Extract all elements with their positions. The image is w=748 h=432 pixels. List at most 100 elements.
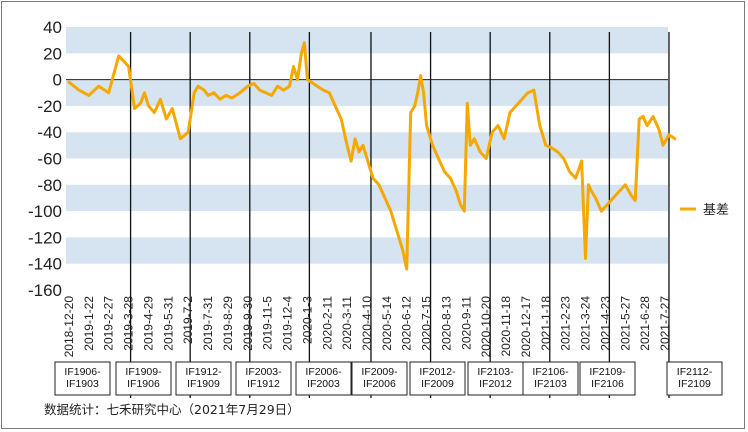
contract-box-label: IF2103 bbox=[534, 378, 567, 390]
y-tick-label: -40 bbox=[37, 123, 62, 142]
x-tick-label: 2021-7-27 bbox=[658, 296, 672, 351]
y-tick-label: 20 bbox=[43, 44, 62, 63]
contract-box-label: IF2012- bbox=[419, 366, 456, 378]
contract-box: IF2106-IF2103 bbox=[522, 361, 579, 396]
x-axis: 2018-12-20 2019-1-22 2019-2-27 2019-3-28 201… bbox=[62, 296, 672, 358]
x-tick-label: 2021-5-27 bbox=[618, 296, 632, 351]
contract-box: IF2109-IF2106 bbox=[579, 361, 636, 396]
contract-box: IF2103-IF2012 bbox=[467, 361, 524, 396]
contract-box-label: IF2103- bbox=[477, 366, 514, 378]
contract-box: IF2006-IF2003 bbox=[295, 361, 352, 396]
x-tick-label: 2020-5-14 bbox=[380, 296, 394, 351]
x-tick-label: 2019-3-28 bbox=[122, 296, 136, 351]
contract-box-border bbox=[666, 361, 723, 396]
x-tick-label: 2020-4-10 bbox=[360, 296, 374, 351]
x-tick-label: 2020-3-11 bbox=[340, 296, 354, 350]
x-tick-label: 2019-7-2 bbox=[181, 296, 195, 344]
contract-box-label: IF1903 bbox=[66, 378, 99, 390]
x-tick-label: 2019-4-29 bbox=[141, 296, 155, 351]
legend: 基差 bbox=[680, 203, 729, 218]
legend-label: 基差 bbox=[703, 203, 729, 218]
contract-box-border bbox=[409, 361, 466, 396]
x-tick-label: 2020-8-13 bbox=[439, 296, 453, 351]
x-tick-label: 2019-11-5 bbox=[261, 296, 275, 350]
contract-box-border bbox=[235, 361, 292, 396]
contract-box: IF2012-IF2009 bbox=[409, 361, 466, 396]
series-line-basis bbox=[67, 41, 677, 271]
contract-box: IF2112-IF2109 bbox=[666, 361, 723, 396]
contract-box-border bbox=[467, 361, 524, 396]
contract-box-border bbox=[175, 361, 232, 396]
x-tick-label: 2021-2-23 bbox=[559, 296, 573, 351]
x-tick-label: 2019-5-31 bbox=[161, 296, 175, 351]
contract-box-label: IF2109- bbox=[589, 366, 626, 378]
contract-box-label: IF2009 bbox=[421, 378, 454, 390]
contract-box: IF1909-IF1906 bbox=[115, 361, 172, 396]
y-tick-label: 40 bbox=[43, 18, 62, 37]
contract-box-border bbox=[351, 361, 408, 396]
contract-box-label: IF2006- bbox=[305, 366, 342, 378]
x-tick-label: 2019-7-31 bbox=[201, 296, 215, 351]
x-tick-label: 2020-10-20 bbox=[479, 296, 493, 358]
contract-box-label: IF1909 bbox=[187, 378, 220, 390]
contract-box-label: IF2003 bbox=[307, 378, 340, 390]
contract-box-label: IF1906 bbox=[127, 378, 160, 390]
contract-box-border bbox=[295, 361, 352, 396]
contract-box-label: IF2106 bbox=[591, 378, 624, 390]
source-note: 数据统计：七禾研究中心（2021年7月29日） bbox=[44, 402, 300, 417]
y-tick-label: 0 bbox=[53, 71, 62, 90]
grid-band bbox=[66, 184, 668, 212]
x-tick-label: 2020-1-3 bbox=[300, 296, 314, 344]
contract-box-border bbox=[54, 361, 111, 396]
x-tick-label: 2019-12-4 bbox=[281, 296, 295, 351]
x-tick-label: 2020-7-15 bbox=[420, 296, 434, 351]
contract-box: IF1906-IF1903 bbox=[54, 361, 111, 396]
x-tick-label: 2018-12-20 bbox=[62, 296, 76, 358]
contract-box-label: IF1912 bbox=[247, 378, 280, 390]
x-tick-label: 2020-6-12 bbox=[400, 296, 414, 351]
x-tick-label: 2019-9-30 bbox=[241, 296, 255, 351]
y-tick-label: -20 bbox=[37, 97, 62, 116]
y-axis: 40 20 0 -20 -40 -60 -80 -100 -120 -140 -160 bbox=[28, 18, 62, 300]
x-tick-label: 2021-4-23 bbox=[598, 296, 612, 351]
contract-box-label: IF2106- bbox=[532, 366, 569, 378]
contract-box-label: IF2003- bbox=[245, 366, 282, 378]
x-tick-label: 2021-1-18 bbox=[539, 296, 553, 351]
contract-boxes: IF1906-IF1903IF1909-IF1906IF1912-IF1909I… bbox=[54, 361, 723, 396]
y-tick-label: -120 bbox=[28, 228, 62, 247]
contract-box-label: IF2109 bbox=[678, 378, 711, 390]
grid-band bbox=[66, 79, 668, 106]
x-tick-label: 2020-11-18 bbox=[499, 296, 513, 357]
contract-box-border bbox=[579, 361, 636, 396]
grid-bands bbox=[66, 27, 668, 264]
contract-box-label: IF1906- bbox=[64, 366, 101, 378]
x-tick-label: 2019-1-22 bbox=[82, 296, 96, 351]
y-tick-label: -80 bbox=[37, 176, 62, 195]
contract-box: IF2009-IF2006 bbox=[351, 361, 408, 396]
x-tick-label: 2019-2-27 bbox=[102, 296, 116, 351]
grid-band bbox=[66, 237, 668, 264]
contract-box-label: IF2112- bbox=[677, 366, 713, 378]
series-basis bbox=[67, 41, 677, 271]
contract-box-label: IF1909- bbox=[125, 366, 162, 378]
y-tick-label: -160 bbox=[28, 281, 62, 300]
x-tick-label: 2021-6-28 bbox=[638, 296, 652, 351]
roll-markers bbox=[129, 32, 670, 398]
contract-box-label: IF2006 bbox=[363, 378, 396, 390]
contract-box-border bbox=[522, 361, 579, 396]
x-tick-label: 2019-8-29 bbox=[221, 296, 235, 351]
y-tick-label: -100 bbox=[28, 202, 62, 221]
x-tick-label: 2020-9-11 bbox=[459, 296, 473, 350]
x-tick-label: 2020-2-11 bbox=[320, 296, 334, 350]
x-tick-label: 2021-3-24 bbox=[579, 296, 593, 351]
grid-band bbox=[66, 27, 668, 54]
contract-box: IF1912-IF1909 bbox=[175, 361, 232, 396]
x-tick-label: 2020-12-17 bbox=[519, 296, 533, 358]
y-tick-label: -60 bbox=[37, 150, 62, 169]
y-tick-label: -140 bbox=[28, 255, 62, 274]
contract-box-label: IF1912- bbox=[185, 366, 222, 378]
contract-box-label: IF2012 bbox=[479, 378, 512, 390]
contract-box-label: IF2009- bbox=[361, 366, 398, 378]
